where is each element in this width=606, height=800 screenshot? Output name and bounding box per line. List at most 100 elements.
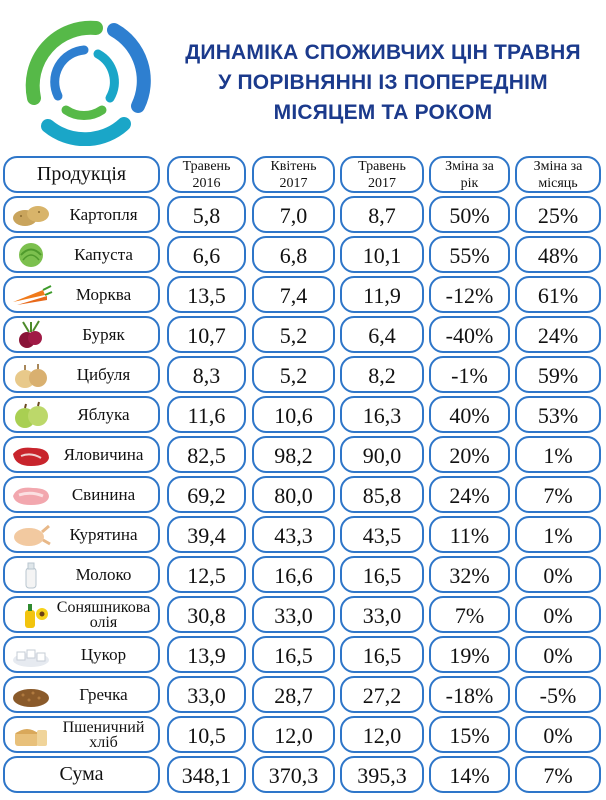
- cell-may-2017: 6,4: [340, 316, 424, 353]
- cell-month-change: 7%: [515, 476, 601, 513]
- cell-may-2016: 13,9: [167, 636, 246, 673]
- title-line-3: МІСЯЦЕМ ТА РОКОМ: [273, 101, 493, 124]
- product-name: Цибуля: [76, 365, 131, 384]
- table-row: Гречка 33,0 28,7 27,2 -18% -5%: [0, 675, 606, 715]
- cell-year-change: 15%: [429, 716, 510, 753]
- table-row: Капуста 6,6 6,8 10,1 55% 48%: [0, 235, 606, 275]
- cell-may-2017: 85,8: [340, 476, 424, 513]
- table-row: Буряк 10,7 5,2 6,4 -40% 24%: [0, 315, 606, 355]
- cell-year-change: 24%: [429, 476, 510, 513]
- cell-may-2017: 90,0: [340, 436, 424, 473]
- cell-month-change: 7%: [515, 756, 601, 793]
- product-cell: Пшеничний хліб: [3, 716, 160, 753]
- cell-may-2016: 82,5: [167, 436, 246, 473]
- cell-april-2017: 7,4: [252, 276, 335, 313]
- cell-may-2016: 69,2: [167, 476, 246, 513]
- cell-year-change: -40%: [429, 316, 510, 353]
- product-cell: Яловичина: [3, 436, 160, 473]
- table-header-row: Продукція Травень 2016 Квітень 2017 Травен…: [0, 155, 606, 195]
- table-row: Цибуля 8,3 5,2 8,2 -1% 59%: [0, 355, 606, 395]
- cell-may-2016: 5,8: [167, 196, 246, 233]
- table-row: Картопля 5,8 7,0 8,7 50% 25%: [0, 195, 606, 235]
- product-cell: Капуста: [3, 236, 160, 273]
- cell-may-2016: 10,5: [167, 716, 246, 753]
- cell-may-2017: 8,2: [340, 356, 424, 393]
- cell-month-change: 0%: [515, 636, 601, 673]
- title-line-1: ДИНАМІКА СПОЖИВЧИХ ЦІН ТРАВНЯ: [185, 41, 581, 64]
- beef-icon: [9, 440, 53, 470]
- buckwheat-icon: [9, 680, 53, 710]
- product-cell: Морква: [3, 276, 160, 313]
- header-month-change: Зміна за місяць: [515, 156, 601, 193]
- header-may-2016: Травень 2016: [167, 156, 246, 193]
- cell-april-2017: 6,8: [252, 236, 335, 273]
- cell-year-change: 20%: [429, 436, 510, 473]
- cell-year-change: -1%: [429, 356, 510, 393]
- cell-may-2017: 11,9: [340, 276, 424, 313]
- cell-april-2017: 10,6: [252, 396, 335, 433]
- onion-icon: [9, 360, 53, 390]
- table-row: Пшеничний хліб 10,5 12,0 12,0 15% 0%: [0, 715, 606, 755]
- cell-month-change: -5%: [515, 676, 601, 713]
- product-cell: Курятина: [3, 516, 160, 553]
- cell-may-2017: 16,3: [340, 396, 424, 433]
- cell-year-change: 11%: [429, 516, 510, 553]
- cell-april-2017: 5,2: [252, 316, 335, 353]
- cell-month-change: 1%: [515, 436, 601, 473]
- product-cell: Картопля: [3, 196, 160, 233]
- bread-icon: [9, 720, 53, 750]
- product-name: Яловичина: [63, 445, 144, 464]
- cabbage-icon: [9, 240, 53, 270]
- table-total-row: Сума 348,1 370,3 395,3 14% 7%: [0, 755, 606, 795]
- cell-month-change: 61%: [515, 276, 601, 313]
- product-name: Свинина: [71, 485, 136, 504]
- cell-may-2016: 13,5: [167, 276, 246, 313]
- cell-may-2017: 16,5: [340, 556, 424, 593]
- cell-april-2017: 16,6: [252, 556, 335, 593]
- table-row: Курятина 39,4 43,3 43,5 11% 1%: [0, 515, 606, 555]
- cell-month-change: 25%: [515, 196, 601, 233]
- cell-year-change: -12%: [429, 276, 510, 313]
- price-table: Продукція Травень 2016 Квітень 2017 Травен…: [0, 155, 606, 795]
- product-name: Молоко: [75, 565, 132, 584]
- product-name: Пшеничний хліб: [62, 718, 145, 751]
- apple-icon: [9, 400, 53, 430]
- cell-may-2016: 10,7: [167, 316, 246, 353]
- cell-may-2016: 6,6: [167, 236, 246, 273]
- header-april-2017: Квітень 2017: [252, 156, 335, 193]
- cell-may-2017: 8,7: [340, 196, 424, 233]
- cell-may-2017: 16,5: [340, 636, 424, 673]
- product-cell: Яблука: [3, 396, 160, 433]
- cell-april-2017: 16,5: [252, 636, 335, 673]
- page-title: ДИНАМІКА СПОЖИВЧИХ ЦІН ТРАВНЯ У ПОРІВНЯН…: [168, 38, 598, 128]
- potato-icon: [9, 200, 53, 230]
- cell-april-2017: 43,3: [252, 516, 335, 553]
- title-line-2: У ПОРІВНЯННІ ІЗ ПОПЕРЕДНІМ: [218, 71, 548, 94]
- swirl-logo-icon: [25, 20, 151, 146]
- cell-may-2016: 12,5: [167, 556, 246, 593]
- table-row: Молоко 12,5 16,6 16,5 32% 0%: [0, 555, 606, 595]
- product-cell: Цибуля: [3, 356, 160, 393]
- cell-month-change: 24%: [515, 316, 601, 353]
- cell-may-2016: 39,4: [167, 516, 246, 553]
- header-year-change: Зміна за рік: [429, 156, 510, 193]
- cell-month-change: 53%: [515, 396, 601, 433]
- cell-april-2017: 7,0: [252, 196, 335, 233]
- product-name: Буряк: [82, 325, 125, 344]
- sugar-icon: [9, 640, 53, 670]
- cell-may-2016: 33,0: [167, 676, 246, 713]
- product-name: Капуста: [74, 245, 133, 264]
- header-may-2017: Травень 2017: [340, 156, 424, 193]
- cell-may-2016: 30,8: [167, 596, 246, 633]
- cell-april-2017: 370,3: [252, 756, 335, 793]
- table-row: Соняшникова олія 30,8 33,0 33,0 7% 0%: [0, 595, 606, 635]
- product-cell: Цукор: [3, 636, 160, 673]
- cell-year-change: 14%: [429, 756, 510, 793]
- product-name: Соняшникова олія: [56, 598, 151, 631]
- cell-month-change: 0%: [515, 716, 601, 753]
- cell-may-2016: 348,1: [167, 756, 246, 793]
- cell-may-2017: 43,5: [340, 516, 424, 553]
- table-row: Свинина 69,2 80,0 85,8 24% 7%: [0, 475, 606, 515]
- product-name: Картопля: [69, 205, 138, 224]
- cell-year-change: 40%: [429, 396, 510, 433]
